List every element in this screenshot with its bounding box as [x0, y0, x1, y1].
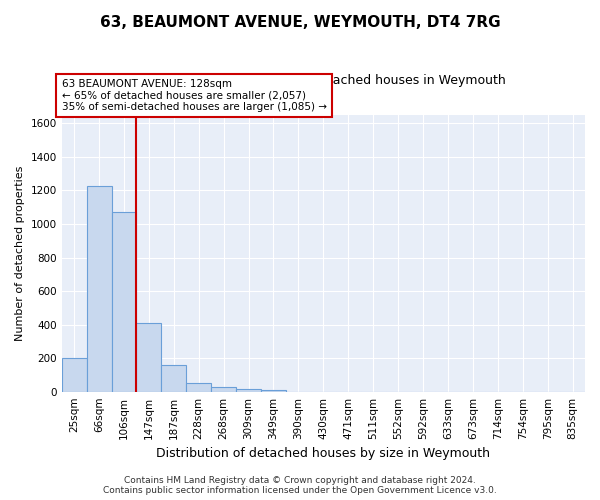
Bar: [236, 388, 261, 392]
X-axis label: Distribution of detached houses by size in Weymouth: Distribution of detached houses by size …: [157, 447, 490, 460]
Bar: [86, 186, 112, 392]
Bar: [112, 212, 136, 392]
Text: 63 BEAUMONT AVENUE: 128sqm
← 65% of detached houses are smaller (2,057)
35% of s: 63 BEAUMONT AVENUE: 128sqm ← 65% of deta…: [62, 79, 326, 112]
Bar: [211, 387, 236, 392]
Bar: [136, 323, 161, 392]
Bar: [62, 358, 86, 392]
Bar: [161, 365, 186, 392]
Y-axis label: Number of detached properties: Number of detached properties: [15, 166, 25, 341]
Text: 63, BEAUMONT AVENUE, WEYMOUTH, DT4 7RG: 63, BEAUMONT AVENUE, WEYMOUTH, DT4 7RG: [100, 15, 500, 30]
Text: Contains HM Land Registry data © Crown copyright and database right 2024.
Contai: Contains HM Land Registry data © Crown c…: [103, 476, 497, 495]
Bar: [261, 390, 286, 392]
Title: Size of property relative to detached houses in Weymouth: Size of property relative to detached ho…: [141, 74, 506, 88]
Bar: [186, 384, 211, 392]
